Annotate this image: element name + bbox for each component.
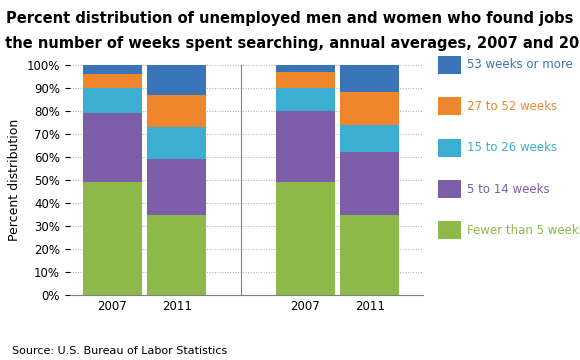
Bar xyxy=(147,127,206,159)
Bar xyxy=(340,93,399,125)
Text: 27 to 52 weeks: 27 to 52 weeks xyxy=(467,100,557,113)
Bar xyxy=(147,215,206,295)
Y-axis label: Percent distribution: Percent distribution xyxy=(8,119,21,241)
Bar xyxy=(276,88,335,111)
Bar xyxy=(340,125,399,152)
Text: by the number of weeks spent searching, annual averages, 2007 and 2011: by the number of weeks spent searching, … xyxy=(0,36,580,51)
Bar xyxy=(340,65,399,93)
Bar xyxy=(83,65,142,74)
Text: Percent distribution of unemployed men and women who found jobs: Percent distribution of unemployed men a… xyxy=(6,11,574,26)
Bar xyxy=(276,111,335,182)
Bar xyxy=(147,159,206,215)
Bar xyxy=(83,182,142,295)
Bar xyxy=(147,95,206,127)
Bar xyxy=(276,72,335,88)
Bar xyxy=(83,74,142,88)
Bar xyxy=(147,65,206,95)
Text: Source: U.S. Bureau of Labor Statistics: Source: U.S. Bureau of Labor Statistics xyxy=(12,346,227,356)
Text: 53 weeks or more: 53 weeks or more xyxy=(467,58,573,71)
Text: Fewer than 5 weeks: Fewer than 5 weeks xyxy=(467,224,580,237)
Bar xyxy=(340,215,399,295)
Text: 15 to 26 weeks: 15 to 26 weeks xyxy=(467,141,557,154)
Bar xyxy=(83,88,142,113)
Bar xyxy=(83,113,142,182)
Bar xyxy=(340,152,399,215)
Bar xyxy=(276,182,335,295)
Bar xyxy=(276,65,335,72)
Text: 5 to 14 weeks: 5 to 14 weeks xyxy=(467,183,549,195)
